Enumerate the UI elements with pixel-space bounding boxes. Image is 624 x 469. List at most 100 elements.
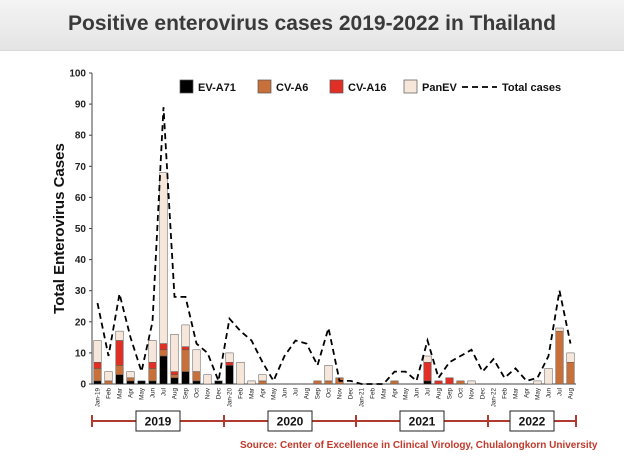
x-tick-label: Jun	[282, 388, 289, 399]
x-tick-label: Sep	[315, 388, 322, 400]
x-tick-label: Jan-19	[95, 388, 102, 408]
year-label-2021: 2021	[409, 415, 436, 429]
bar-panev-40	[533, 380, 542, 385]
x-tick-label: Mar	[381, 388, 388, 399]
x-tick-label: Feb	[106, 388, 113, 399]
bar-cv-a16-0	[93, 361, 102, 369]
bar-cv-a16-31	[434, 380, 443, 385]
y-tick-label: 40	[75, 255, 87, 266]
bar-panev-6	[159, 172, 168, 344]
x-tick-label: Nov	[205, 387, 212, 399]
legend-swatch-cv-a16	[329, 79, 344, 94]
bar-panev-8	[181, 324, 190, 347]
x-tick-label: Oct	[326, 388, 333, 398]
y-tick-label: 90	[75, 100, 87, 111]
bar-ev-a71-11	[214, 380, 223, 385]
x-tick-label: Apr	[392, 388, 399, 398]
x-tick-label: Feb	[238, 388, 245, 399]
y-tick-label: 80	[75, 131, 87, 142]
x-tick-label: Mar	[513, 388, 520, 399]
x-tick-label: Jul	[425, 388, 432, 396]
bar-panev-9	[192, 349, 201, 372]
bar-cv-a16-2	[115, 340, 124, 366]
x-tick-label: Sep	[447, 388, 454, 400]
bar-ev-a71-3	[126, 380, 135, 385]
bar-cv-a6-33	[456, 380, 465, 385]
x-tick-label: May	[403, 387, 410, 400]
x-tick-label: Aug	[436, 388, 443, 400]
x-tick-label: Oct	[458, 388, 465, 398]
x-tick-label: Aug	[568, 388, 575, 400]
bar-panev-15	[258, 374, 267, 382]
bar-panev-34	[467, 380, 476, 385]
x-tick-label: Dec	[480, 388, 487, 399]
x-tick-label: Mar	[249, 388, 256, 399]
legend-label-cv-a16: CV-A16	[348, 82, 387, 94]
bar-cv-a6-9	[192, 371, 201, 382]
x-tick-label: Jan-21	[359, 388, 366, 408]
bar-panev-42	[555, 327, 564, 332]
y-tick-label: 50	[75, 224, 87, 235]
x-tick-label: Dec	[348, 388, 355, 399]
bar-cv-a16-5	[148, 361, 157, 369]
title-bar: Positive enterovirus cases 2019-2022 in …	[0, 0, 624, 51]
legend-label-cv-a6: CV-A6	[276, 82, 308, 94]
bar-cv-a6-8	[181, 349, 190, 372]
bar-cv-a6-27	[390, 380, 399, 385]
bar-panev-2	[115, 330, 124, 341]
bar-cv-a6-2	[115, 365, 124, 375]
x-tick-label: Feb	[502, 388, 509, 399]
bar-cv-a6-6	[159, 349, 168, 357]
x-tick-label: Apr	[260, 388, 267, 398]
bar-cv-a16-30	[423, 361, 432, 382]
bar-cv-a6-43	[566, 361, 575, 385]
bar-ev-a71-2	[115, 374, 124, 385]
bar-ev-a71-12	[225, 365, 234, 385]
bar-panev-3	[126, 371, 135, 379]
bar-panev-41	[544, 368, 553, 385]
bar-ev-a71-7	[170, 377, 179, 385]
bar-panev-10	[203, 374, 212, 385]
year-box-2020	[267, 410, 313, 432]
y-tick-label: 100	[69, 69, 86, 80]
source-note: Source: Center of Excellence in Clinical…	[240, 440, 598, 451]
y-tick-label: 70	[75, 162, 87, 173]
y-tick-label: 30	[75, 286, 87, 297]
bar-cv-a16-8	[181, 346, 190, 351]
bar-cv-a6-15	[258, 380, 267, 385]
bar-cv-a6-20	[313, 380, 322, 385]
legend-label-panev: PanEV	[422, 82, 458, 94]
legend-label-total: Total cases	[502, 82, 561, 94]
x-tick-label: May	[139, 387, 146, 400]
year-label-2019: 2019	[145, 415, 172, 429]
x-tick-label: Jun	[546, 388, 553, 399]
year-box-2022	[509, 410, 555, 432]
x-tick-label: Nov	[337, 387, 344, 399]
bar-cv-a16-32	[445, 377, 454, 385]
legend-swatch-panev	[403, 79, 418, 94]
x-tick-label: May	[535, 387, 542, 400]
y-tick-label: 0	[80, 380, 86, 391]
chart-title: Positive enterovirus cases 2019-2022 in …	[68, 12, 556, 35]
x-tick-label: Jul	[293, 388, 300, 396]
year-label-2020: 2020	[277, 415, 304, 429]
bar-cv-a16-6	[159, 343, 168, 351]
bar-ev-a71-6	[159, 355, 168, 385]
x-tick-label: Oct	[194, 388, 201, 398]
bar-ev-a71-5	[148, 380, 157, 385]
x-tick-label: Apr	[524, 388, 531, 398]
bar-cv-a6-42	[555, 330, 564, 385]
x-tick-label: Feb	[370, 388, 377, 399]
bar-panev-21	[324, 365, 333, 382]
legend-label-ev-a71: EV-A71	[198, 82, 236, 94]
bar-panev-7	[170, 333, 179, 372]
x-tick-label: Jun	[150, 388, 157, 399]
x-tick-label: Dec	[216, 388, 223, 399]
legend-swatch-ev-a71	[179, 79, 194, 94]
y-axis-label: Total Enterovirus Cases	[51, 143, 68, 314]
bar-panev-12	[225, 352, 234, 363]
bar-panev-1	[104, 371, 113, 382]
x-tick-label: Jul	[161, 388, 168, 396]
y-tick-label: 20	[75, 317, 87, 328]
